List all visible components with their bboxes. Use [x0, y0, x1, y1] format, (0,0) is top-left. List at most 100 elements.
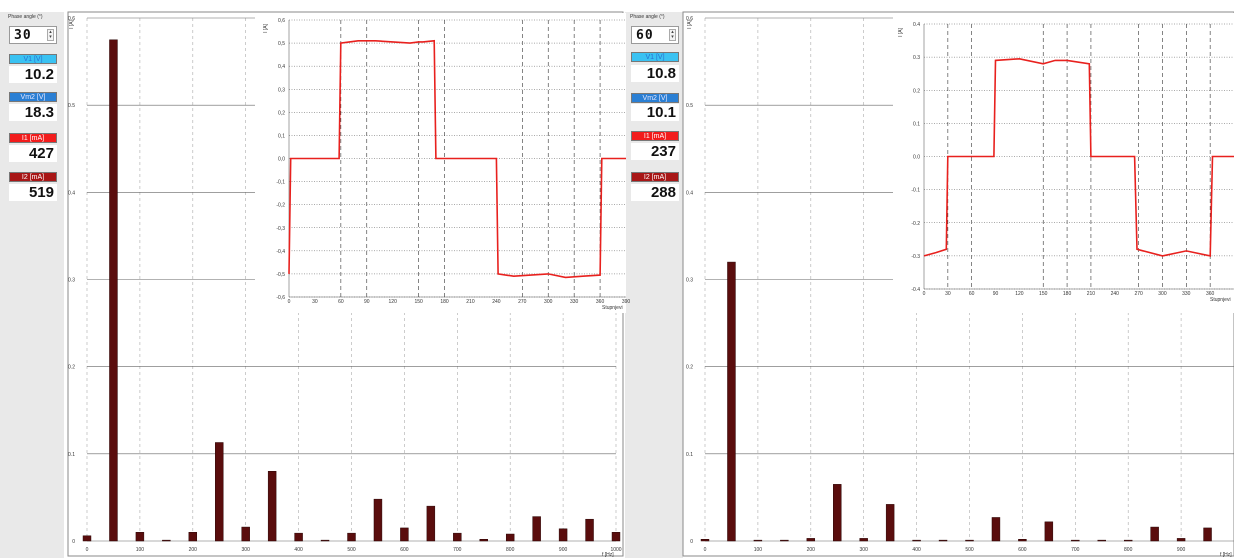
y-tick-label: 0.1: [913, 121, 920, 127]
spectrum-bar: [1176, 538, 1186, 542]
x-tick-label: 180: [1063, 291, 1072, 297]
spectrum-bar: [1150, 526, 1159, 542]
spectrum-bar: [1203, 527, 1212, 542]
spectrum-bar: [162, 539, 171, 542]
y-tick-label: 0.3: [686, 278, 693, 284]
y-tick-label: -0.3: [911, 254, 920, 260]
spectrum-bar: [806, 538, 816, 542]
x-tick-label: 400: [912, 547, 921, 553]
x-tick-label: 30: [312, 299, 318, 305]
spectrum-bar: [373, 498, 383, 542]
y-tick-label: 0: [690, 539, 693, 545]
x-tick-label: 240: [492, 299, 501, 305]
x-tick-label: 600: [1018, 547, 1027, 553]
spectrum-bar: [780, 539, 789, 542]
spectrum-bar: [532, 516, 541, 542]
x-axis-label: f [Hz]: [602, 552, 614, 558]
y-tick-label: 0.4: [68, 190, 75, 196]
v1-label: V1 [V]: [631, 52, 679, 62]
x-tick-label: 200: [807, 547, 816, 553]
spectrum-bar: [1123, 539, 1133, 542]
vm2-value: 10.1: [631, 104, 679, 121]
spectrum-bar: [585, 518, 594, 542]
y-tick-label: 0.1: [686, 452, 693, 458]
x-tick-label: 900: [559, 547, 568, 553]
y-axis-label: I [A]: [69, 19, 75, 29]
x-tick-label: 300: [860, 547, 869, 553]
y-tick-label: 0.4: [913, 22, 920, 28]
x-tick-label: 500: [965, 547, 974, 553]
y-tick-label: -0,2: [276, 203, 285, 209]
phase-angle-input[interactable]: 30 ▴ ▾: [9, 26, 57, 44]
y-tick-label: 0,6: [278, 18, 285, 24]
spectrum-bar: [991, 517, 1001, 542]
spectrum-bar: [505, 533, 515, 542]
x-tick-label: 360: [1206, 291, 1215, 297]
spectrum-bar: [859, 538, 868, 542]
i1-value: 427: [9, 145, 57, 162]
spectrum-bar: [294, 532, 303, 542]
x-tick-label: 90: [993, 291, 999, 297]
vm2-value: 18.3: [9, 104, 57, 121]
spectrum-bar: [558, 528, 568, 542]
right-control-panel: Phase angle (°) 60 ▴ ▾ V1 [V] 10.8 Vm2 [V…: [625, 12, 683, 558]
y-tick-label: -0,1: [276, 180, 285, 186]
spectrum-bar: [479, 539, 488, 542]
x-tick-label: 390: [622, 299, 631, 305]
y-tick-label: 0,0: [278, 157, 285, 163]
x-axis-label: Stupnjevi: [602, 305, 623, 311]
x-tick-label: 180: [440, 299, 449, 305]
y-tick-label: 0.2: [686, 365, 693, 371]
x-tick-label: 100: [136, 547, 145, 553]
spectrum-bar: [1018, 539, 1027, 542]
y-tick-label: -0,3: [276, 226, 285, 232]
x-tick-label: 60: [338, 299, 344, 305]
spectrum-bar: [215, 442, 224, 542]
y-tick-label: 0.2: [913, 88, 920, 94]
spinner-arrows-icon[interactable]: ▴ ▾: [669, 29, 676, 41]
i2-value: 519: [9, 184, 57, 201]
y-axis-label: I [A]: [898, 27, 904, 37]
y-tick-label: -0,5: [276, 272, 285, 278]
spectrum-bar: [453, 532, 462, 542]
x-tick-label: 800: [506, 547, 515, 553]
y-tick-label: 0,4: [278, 64, 285, 70]
y-axis-label: I [A]: [687, 19, 693, 29]
y-tick-label: 0: [72, 539, 75, 545]
x-tick-label: 360: [596, 299, 605, 305]
i2-label: I2 [mA]: [631, 172, 679, 182]
x-tick-label: 270: [518, 299, 527, 305]
current-waveform-line: [288, 39, 626, 279]
y-axis-label: I [A]: [263, 23, 269, 33]
x-tick-label: 300: [1158, 291, 1167, 297]
vm2-label: Vm2 [V]: [9, 92, 57, 102]
x-axis-label: Stupnjevi: [1210, 297, 1231, 303]
x-tick-label: 500: [347, 547, 356, 553]
y-tick-label: -0,4: [276, 249, 285, 255]
x-tick-label: 0: [923, 291, 926, 297]
wave-right-frame: [893, 13, 1234, 313]
x-tick-label: 300: [544, 299, 553, 305]
y-tick-label: 0.6: [686, 16, 693, 22]
x-tick-label: 210: [466, 299, 475, 305]
y-tick-label: -0.2: [911, 221, 920, 227]
phase-angle-value: 30: [14, 28, 32, 43]
phase-angle-input[interactable]: 60 ▴ ▾: [631, 26, 679, 44]
x-tick-label: 270: [1134, 291, 1143, 297]
y-tick-label: 0.1: [68, 452, 75, 458]
x-tick-label: 330: [570, 299, 579, 305]
y-tick-label: 0.4: [686, 190, 693, 196]
x-tick-label: 0: [288, 299, 291, 305]
y-tick-label: 0.6: [68, 16, 75, 22]
x-tick-label: 1000: [610, 547, 621, 553]
spectrum-bar: [1044, 521, 1054, 542]
phase-angle-label: Phase angle (°): [630, 14, 665, 20]
phase-angle-value: 60: [636, 28, 654, 43]
spectrum-bar: [109, 39, 118, 542]
current-waveform-line: [923, 57, 1234, 257]
spectrum-bar: [938, 539, 948, 542]
i2-label: I2 [mA]: [9, 172, 57, 182]
x-tick-label: 60: [969, 291, 975, 297]
spinner-arrows-icon[interactable]: ▴ ▾: [47, 29, 54, 41]
